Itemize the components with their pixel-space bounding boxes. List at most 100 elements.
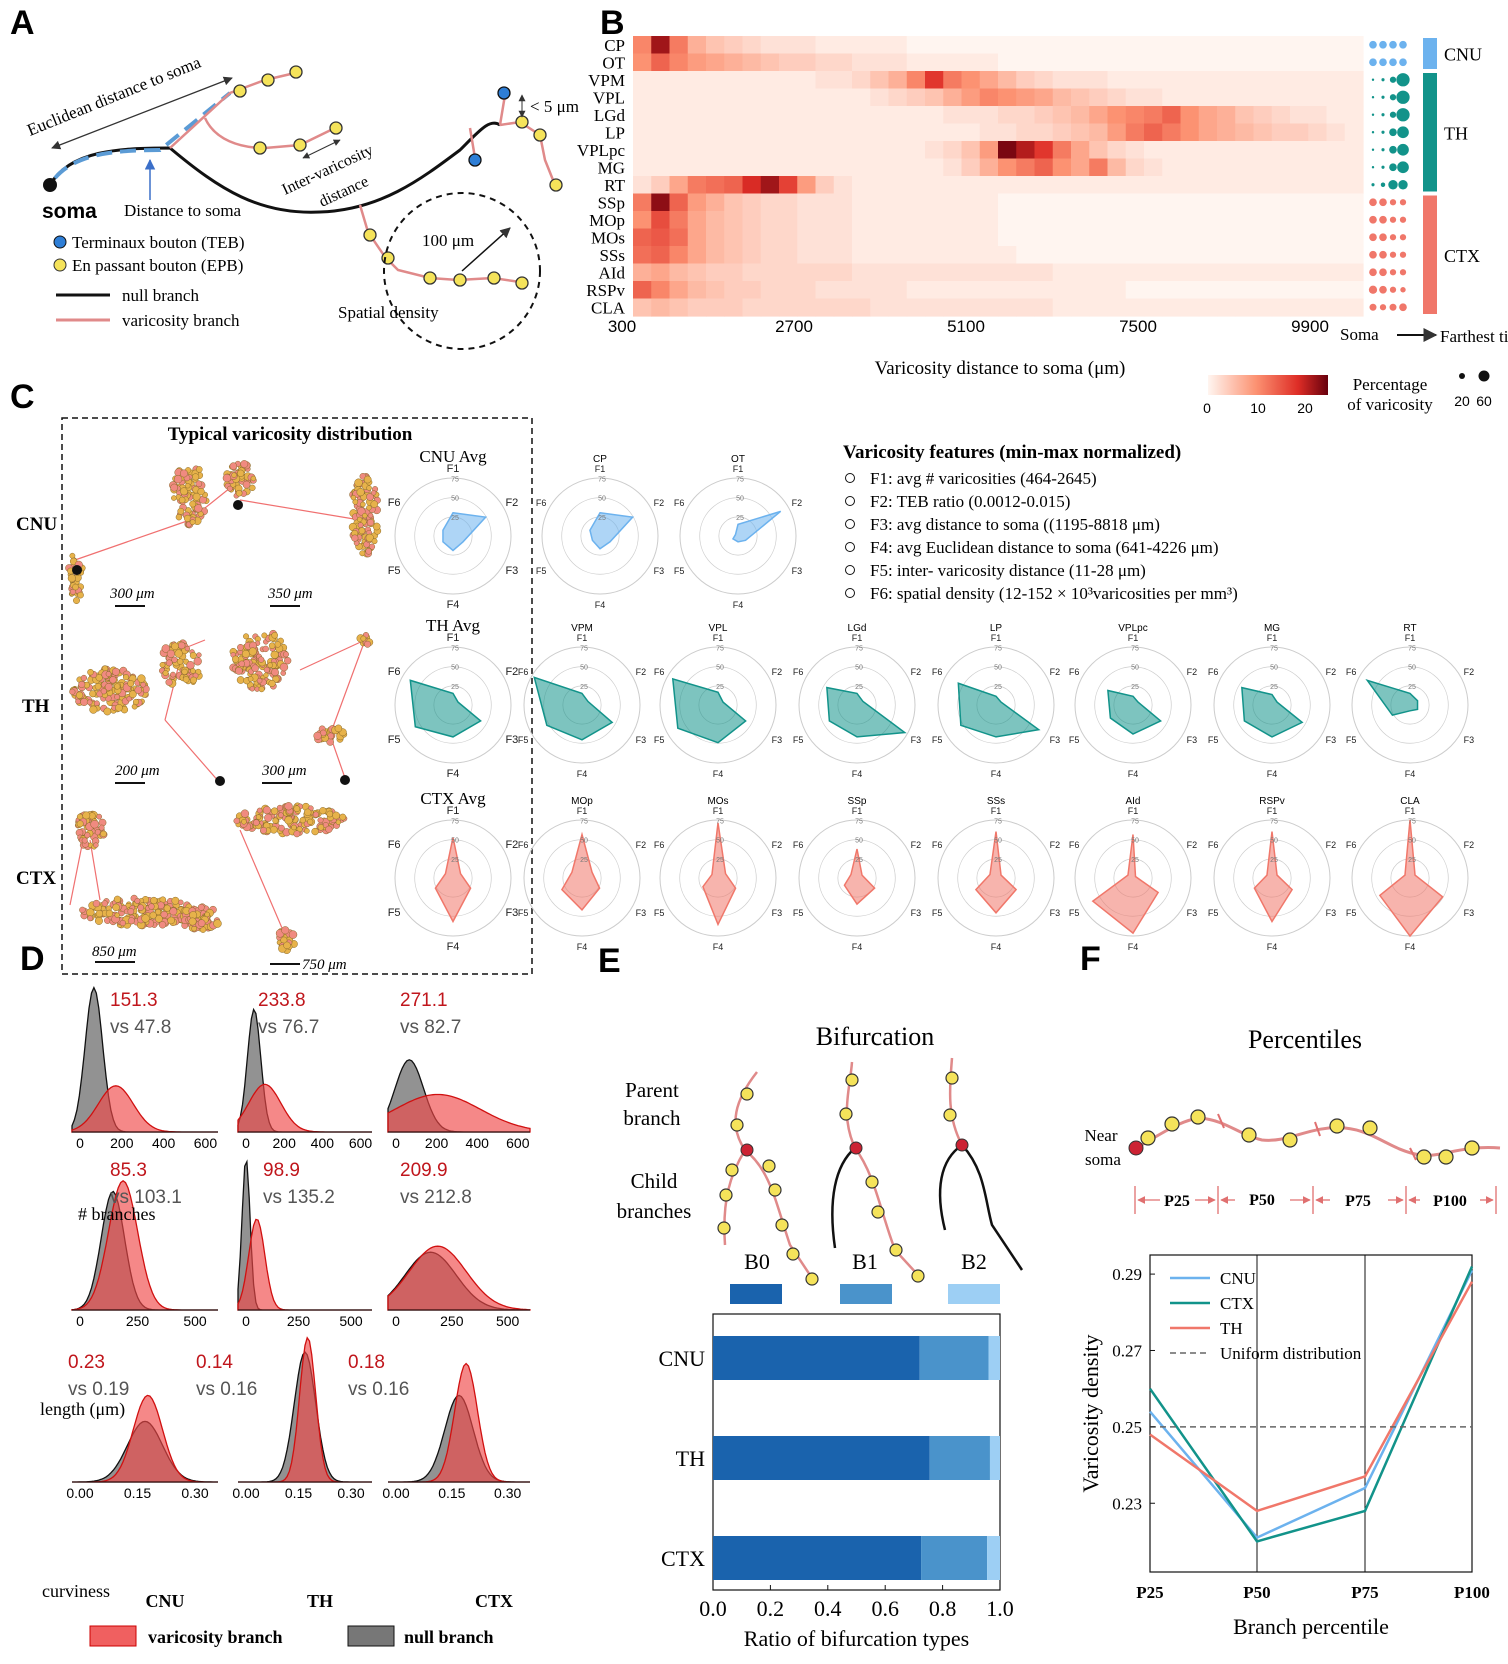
varicosity-dot <box>96 813 103 820</box>
heat-cell <box>760 141 780 160</box>
d-xtick: 0.00 <box>382 1485 409 1501</box>
heat-cell <box>961 281 981 300</box>
heat-cell <box>797 36 817 55</box>
heat-cell <box>687 141 707 160</box>
radar-axis-label: F5 <box>793 735 804 745</box>
heat-cell <box>687 176 707 195</box>
heat-dot <box>1369 58 1377 67</box>
soma-dot <box>72 565 82 575</box>
heat-cell <box>906 106 926 125</box>
radar-axis-label: F2 <box>911 667 922 677</box>
heat-cell <box>961 123 981 142</box>
heat-cell <box>797 211 817 230</box>
heat-cell <box>1271 281 1291 300</box>
heat-cell <box>1198 281 1218 300</box>
heat-dot <box>1380 182 1386 187</box>
varicosity-dot <box>271 668 279 677</box>
radar-axis-label: F5 <box>793 908 804 918</box>
varicosity-dot <box>257 656 265 663</box>
heat-cell <box>742 298 762 317</box>
e-xtick: 0.8 <box>929 1596 957 1621</box>
varicosity-dot <box>192 492 201 501</box>
radar-rtick: 50 <box>994 838 1002 845</box>
heat-cell <box>1107 106 1127 125</box>
e-sketch-b2 <box>938 1057 1024 1271</box>
radar-rtick: 50 <box>1408 665 1416 672</box>
e-bar-b0 <box>713 1336 920 1380</box>
radar-grid <box>394 819 512 937</box>
varicosity-dot <box>362 512 368 519</box>
heat-cell <box>651 228 671 247</box>
heat-cell <box>651 298 671 317</box>
d-var-mean: 209.9 <box>400 1160 448 1181</box>
b-colorbar <box>1208 375 1328 395</box>
heat-cell <box>870 193 890 212</box>
heat-cell <box>1290 141 1309 160</box>
heat-cell <box>925 158 944 177</box>
varicosity-dot <box>317 817 324 824</box>
heat-cell <box>1180 193 1200 212</box>
radar-title: LGd <box>848 623 867 634</box>
radar-axis-label: F5 <box>654 908 665 918</box>
heat-cell <box>870 298 890 317</box>
c-row-th: TH <box>22 696 50 717</box>
heat-cell <box>979 193 999 212</box>
heat-cell <box>1107 158 1127 177</box>
c-morphologies <box>65 460 382 954</box>
radar-axis-label: F4 <box>1405 769 1416 779</box>
heat-cell <box>724 263 744 282</box>
varicosity-dot <box>165 678 173 686</box>
heat-cell <box>1290 53 1309 72</box>
heat-cell <box>1052 71 1072 90</box>
radar-rtick: 75 <box>580 819 588 826</box>
varicosity-dot <box>339 813 347 821</box>
radar-mos: F1 F2 F3 F4 F5 F6 25 50 75 MOs <box>654 796 782 952</box>
varicosity-dot <box>182 676 190 683</box>
radar-axis-label: F4 <box>577 942 588 952</box>
heat-cell <box>870 246 890 265</box>
radar-cnu-avg: F1 F2 F3 F4 F5 F6 25 50 75 CNU Avg <box>388 447 519 611</box>
radar-axis-label: F5 <box>518 735 529 745</box>
heat-cell <box>1162 211 1182 230</box>
radar-axis-label: F1 <box>1405 806 1416 816</box>
heat-cell <box>742 71 762 90</box>
heat-cell <box>815 123 835 142</box>
heat-cell <box>1253 281 1273 300</box>
varicosity-dot <box>81 837 88 844</box>
heat-cell <box>1253 211 1273 230</box>
radar-aid: F1 F2 F3 F4 F5 F6 25 50 75 AId <box>1069 796 1197 952</box>
heat-cell <box>1271 176 1291 195</box>
heat-dot <box>1381 165 1385 169</box>
heat-cell <box>1071 281 1090 300</box>
cbar-tick-0: 0 <box>1203 400 1211 416</box>
d-col-label-2: CTX <box>475 1591 513 1611</box>
heat-cell <box>1271 298 1291 317</box>
heat-cell <box>760 36 780 55</box>
heat-cell <box>1052 246 1072 265</box>
heat-cell <box>724 211 744 230</box>
size-legend-1: 60 <box>1476 393 1492 409</box>
heat-cell <box>961 141 981 160</box>
e-xtick: 0.2 <box>757 1596 785 1621</box>
heat-cell <box>1125 298 1145 317</box>
varicosity-dot <box>89 705 98 714</box>
heat-cell <box>760 281 780 300</box>
cbar-tick-2: 20 <box>1297 400 1313 416</box>
heat-cell <box>1326 176 1346 195</box>
varicosity-dot <box>293 830 301 838</box>
panel-f-line-chart: 0.23 0.25 0.27 0.29 P25 P50 P75 P100 Branch perc… <box>1078 1254 1490 1639</box>
d-xtick: 0 <box>242 1313 250 1329</box>
varicosity-dot <box>256 677 263 684</box>
heat-cell <box>651 176 671 195</box>
heat-cell <box>1071 36 1090 55</box>
e-bar-b2 <box>988 1336 1000 1380</box>
f-legend-label: CNU <box>1220 1269 1256 1288</box>
radar-grid <box>541 477 659 595</box>
heat-cell <box>1326 228 1346 247</box>
f-xtick: P100 <box>1454 1583 1490 1602</box>
radar-ctx-avg: F1 F2 F3 F4 F5 F6 25 50 75 CTX Avg <box>388 789 519 953</box>
d-xtick: 400 <box>311 1135 335 1151</box>
heat-cell <box>888 228 908 247</box>
e-xtick: 0.6 <box>871 1596 899 1621</box>
